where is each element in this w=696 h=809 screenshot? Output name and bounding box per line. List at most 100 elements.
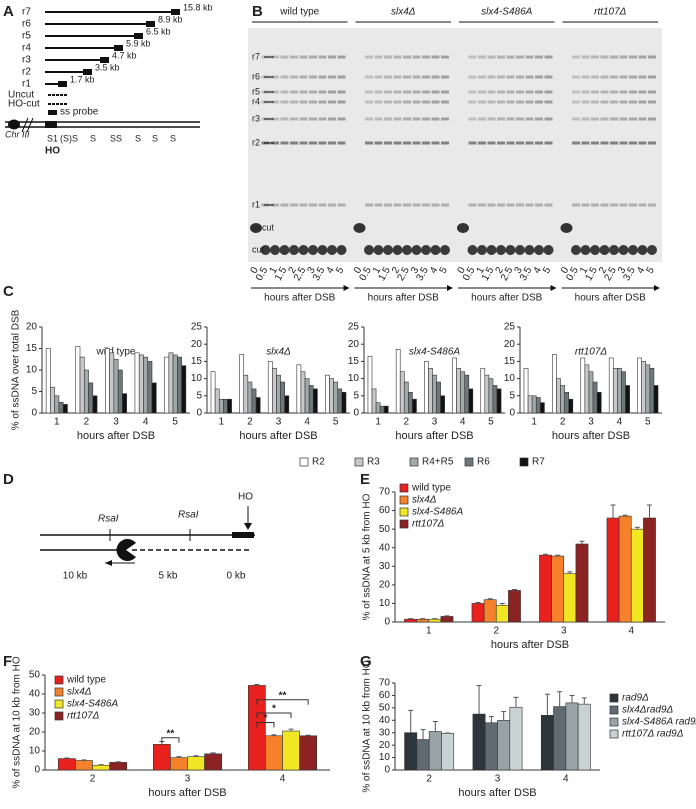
band — [441, 100, 449, 104]
band — [619, 55, 628, 59]
band — [271, 55, 279, 59]
band — [487, 55, 496, 59]
band — [309, 90, 317, 94]
band — [393, 55, 402, 59]
bar — [484, 374, 490, 414]
band — [600, 141, 609, 145]
band — [299, 141, 308, 145]
y-tick-label: 15 — [26, 343, 38, 354]
band — [384, 75, 392, 79]
band — [365, 141, 373, 145]
site-label: (S) — [60, 133, 72, 143]
y-tick-label: 0 — [384, 617, 390, 628]
band — [403, 90, 411, 94]
x-tick-label: 2 — [84, 417, 90, 428]
band — [393, 203, 402, 207]
bar — [170, 757, 188, 771]
bar — [428, 618, 442, 623]
band — [572, 117, 580, 121]
y-axis-label: % of ssDNA at 5 kb from HO — [362, 493, 373, 620]
band — [393, 100, 402, 104]
band — [534, 245, 544, 255]
y-tick-label: 60 — [379, 690, 391, 701]
x-tick-label: 1 — [375, 417, 381, 428]
band — [422, 203, 430, 207]
band — [250, 223, 262, 233]
band-label: uncut — [252, 222, 275, 232]
lane-label: 3 — [306, 265, 319, 276]
band — [535, 75, 543, 79]
bar — [483, 599, 497, 623]
legend-swatch — [399, 519, 409, 529]
size-label: 3.5 kb — [95, 62, 120, 72]
bar — [300, 371, 306, 414]
band — [581, 55, 590, 59]
site-label: S — [72, 133, 78, 143]
band — [364, 245, 374, 255]
band — [591, 90, 599, 94]
bar — [329, 378, 334, 414]
y-tick-label: 70 — [379, 487, 391, 498]
chart-title: rtt107Δ — [575, 347, 608, 358]
band — [318, 75, 327, 79]
bar — [88, 382, 94, 414]
bar — [568, 398, 574, 414]
bar — [177, 356, 182, 414]
bar — [341, 392, 347, 414]
band — [506, 55, 515, 59]
band — [309, 141, 317, 145]
band — [403, 55, 411, 59]
x-tick-label: 2 — [404, 417, 410, 428]
bar — [75, 760, 93, 771]
band — [516, 117, 524, 121]
band — [468, 117, 477, 121]
bar — [606, 517, 620, 623]
bar — [608, 357, 614, 414]
legend-label: rad9Δ — [622, 693, 649, 704]
band — [365, 117, 373, 121]
legend-swatch — [354, 457, 364, 467]
bar — [218, 398, 224, 414]
band — [638, 75, 647, 79]
bar — [153, 744, 171, 771]
legend-swatch — [54, 687, 64, 697]
x-tick-label: 3 — [432, 417, 438, 428]
bar — [617, 367, 622, 414]
bar — [653, 385, 659, 414]
bar — [45, 348, 51, 414]
arrow-head — [654, 285, 660, 291]
bar — [325, 374, 330, 414]
bar — [564, 392, 570, 414]
y-tick-label: 20 — [29, 727, 41, 738]
band — [497, 55, 505, 59]
bar — [312, 388, 318, 414]
legend-label: slx4Δ — [67, 687, 92, 698]
bar — [280, 381, 285, 414]
bar — [214, 388, 220, 414]
y-tick-label: 10 — [191, 373, 203, 384]
band — [299, 75, 308, 79]
probe-label: ss probe — [60, 107, 99, 118]
lane-label: 4 — [635, 265, 648, 276]
bar — [267, 361, 273, 414]
band-label: r6 — [252, 71, 260, 81]
band — [309, 117, 317, 121]
band — [619, 203, 628, 207]
band — [328, 203, 336, 207]
bar — [105, 348, 110, 414]
band — [629, 55, 637, 59]
y-tick-label: 20 — [191, 339, 203, 350]
bar — [367, 355, 373, 414]
bar — [416, 739, 430, 771]
band — [544, 203, 553, 207]
band — [544, 75, 553, 79]
y-tick-label: 10 — [348, 373, 360, 384]
site-label: S — [90, 133, 96, 143]
bar — [416, 618, 430, 623]
lane-label: 2 — [390, 265, 403, 276]
band — [638, 90, 647, 94]
lane-label: 0 — [456, 265, 469, 276]
row-label: r6 — [22, 19, 31, 30]
legend-swatch — [399, 507, 409, 517]
band — [638, 141, 647, 145]
